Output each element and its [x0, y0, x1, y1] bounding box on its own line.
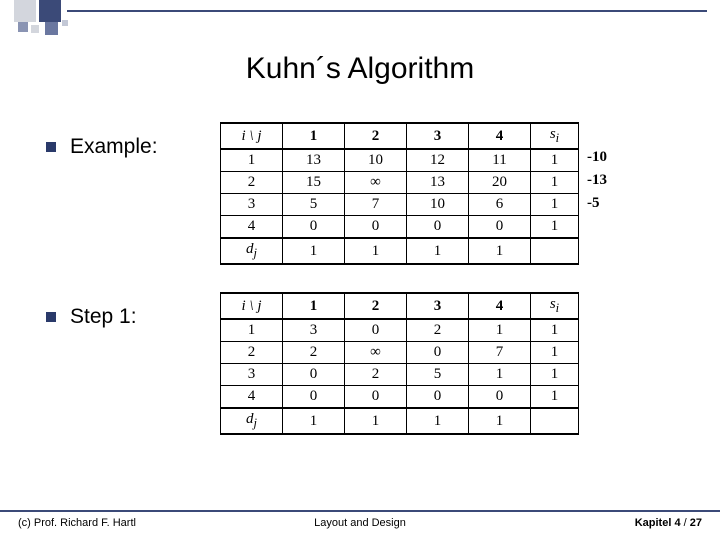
footer: (c) Prof. Richard F. Hartl Layout and De… [0, 510, 720, 529]
example-label: Example: [70, 135, 200, 159]
table-example: i \ j1234si1131012111215∞132013571061400… [220, 122, 607, 265]
page-title: Kuhn´s Algorithm [0, 52, 720, 86]
step1-label: Step 1: [70, 305, 200, 329]
step1-row: Step 1: [46, 305, 200, 329]
bullet-icon [46, 312, 56, 322]
footer-mid: Layout and Design [0, 517, 720, 529]
bullet-icon [46, 142, 56, 152]
side-values-1: -10-13-5 [587, 122, 607, 216]
example-row: Example: [46, 135, 200, 159]
slide-decoration [0, 0, 720, 32]
table-step1: i \ j1234si13021122∞071302511400001dj111… [220, 292, 587, 435]
